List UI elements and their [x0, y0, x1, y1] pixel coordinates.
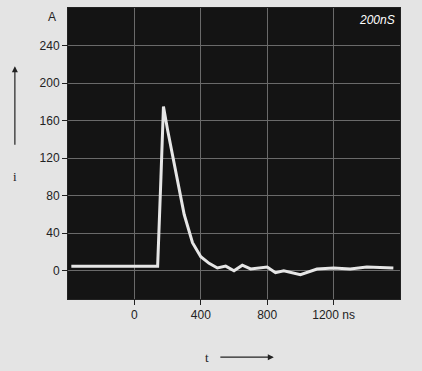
svg-text:1200 ns: 1200 ns [312, 308, 355, 322]
svg-text:240: 240 [40, 39, 60, 53]
svg-text:0: 0 [53, 264, 60, 278]
svg-text:160: 160 [40, 114, 60, 128]
svg-text:80: 80 [46, 189, 60, 203]
svg-text:400: 400 [191, 308, 211, 322]
svg-text:i: i [13, 169, 17, 184]
svg-text:800: 800 [257, 308, 277, 322]
svg-text:200: 200 [40, 76, 60, 90]
svg-text:40: 40 [46, 226, 60, 240]
svg-text:120: 120 [40, 151, 60, 165]
svg-text:0: 0 [131, 308, 138, 322]
svg-text:t: t [205, 350, 209, 365]
svg-text:200nS: 200nS [359, 13, 395, 27]
svg-text:A: A [48, 10, 56, 24]
